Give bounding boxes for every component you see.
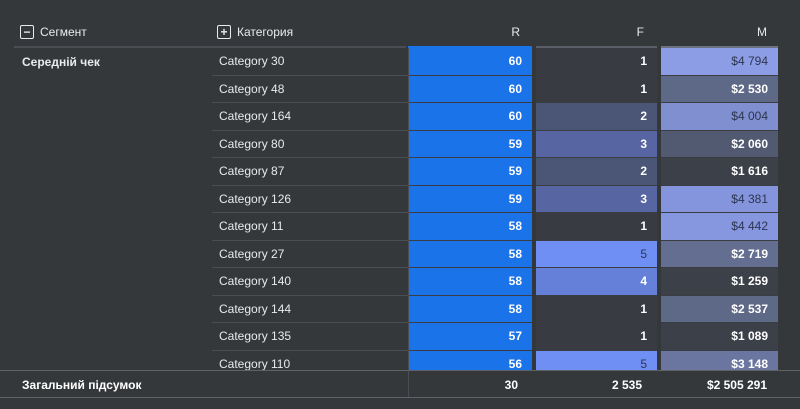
r-value-cell: 59 [408, 130, 532, 158]
m-value-cell: $4 794 [661, 48, 778, 76]
r-value-cell: 58 [408, 268, 532, 296]
f-value-cell: 2 [536, 103, 657, 131]
grand-total-f: 2 535 [611, 378, 642, 392]
m-value-cell: $1 616 [661, 158, 778, 186]
table-row[interactable]: Category 11 58 1 $4 442 [0, 213, 800, 241]
segment-header-label[interactable]: Сегмент [40, 25, 87, 39]
f-value-cell: 3 [536, 185, 657, 213]
r-value-cell: 60 [408, 103, 532, 131]
r-column-header[interactable]: R [511, 25, 520, 39]
grand-total-r: 30 [504, 378, 518, 392]
category-cell: Category 30 [212, 48, 408, 76]
m-value-cell: $4 442 [661, 213, 778, 241]
f-value-cell: 1 [536, 213, 657, 241]
m-column-header[interactable]: M [757, 25, 767, 39]
category-cell: Category 164 [212, 103, 408, 131]
grand-total-m: $2 505 291 [706, 378, 767, 392]
category-header-label[interactable]: Категория [237, 25, 294, 39]
table-row[interactable]: Category 80 59 3 $2 060 [0, 130, 800, 158]
r-value-cell: 57 [408, 323, 532, 351]
f-value-cell: 2 [536, 158, 657, 186]
table-row[interactable]: Category 110 56 5 $3 148 [0, 350, 800, 370]
m-value-cell: $4 004 [661, 103, 778, 131]
r-value-cell: 60 [408, 75, 532, 103]
table-row[interactable]: Category 164 60 2 $4 004 [0, 103, 800, 131]
m-value-cell: $2 537 [661, 295, 778, 323]
m-value-cell: $3 148 [661, 350, 778, 370]
column-divider [408, 48, 409, 397]
header-divider [14, 46, 406, 48]
grand-total-label: Загальний підсумок [22, 378, 142, 392]
table-row[interactable]: Category 27 58 5 $2 719 [0, 240, 800, 268]
f-column-header[interactable]: F [636, 25, 644, 39]
r-header-divider [408, 46, 532, 48]
grand-total-row: Загальний підсумок 30 2 535 $2 505 291 [0, 370, 800, 398]
table-header: − Сегмент + Категория R F M [0, 0, 800, 48]
r-value-cell: 59 [408, 185, 532, 213]
m-value-cell: $2 719 [661, 240, 778, 268]
r-value-cell: 58 [408, 240, 532, 268]
segment-cell: Середній чек [22, 55, 100, 69]
table-row[interactable]: Category 48 60 1 $2 530 [0, 75, 800, 103]
table-row[interactable]: Category 126 59 3 $4 381 [0, 185, 800, 213]
f-value-cell: 1 [536, 295, 657, 323]
m-value-cell: $2 060 [661, 130, 778, 158]
m-header-divider [661, 46, 778, 48]
category-cell: Category 48 [212, 76, 408, 103]
table-row[interactable]: Category 144 58 1 $2 537 [0, 295, 800, 323]
category-cell: Category 27 [212, 241, 408, 268]
f-value-cell: 4 [536, 268, 657, 296]
table-row[interactable]: Category 140 58 4 $1 259 [0, 268, 800, 296]
expand-toggle-icon[interactable]: + [217, 25, 231, 39]
r-value-cell: 58 [408, 213, 532, 241]
category-cell: Category 11 [212, 213, 408, 241]
table-row[interactable]: Category 135 57 1 $1 089 [0, 323, 800, 351]
m-value-cell: $1 089 [661, 323, 778, 351]
r-value-cell: 58 [408, 295, 532, 323]
category-cell: Category 80 [212, 131, 408, 158]
table-row[interactable]: Category 87 59 2 $1 616 [0, 158, 800, 186]
category-cell: Category 110 [212, 351, 408, 370]
r-value-cell: 59 [408, 158, 532, 186]
f-value-cell: 5 [536, 350, 657, 370]
m-value-cell: $4 381 [661, 185, 778, 213]
f-header-divider [536, 46, 657, 48]
f-value-cell: 5 [536, 240, 657, 268]
collapse-toggle-icon[interactable]: − [20, 25, 34, 39]
category-cell: Category 135 [212, 323, 408, 351]
f-value-cell: 1 [536, 48, 657, 76]
category-cell: Category 126 [212, 186, 408, 213]
segment-header: − Сегмент [20, 22, 200, 42]
category-header: + Категория [217, 22, 397, 42]
table-row[interactable]: Category 30 60 1 $4 794 [0, 48, 800, 76]
table-body[interactable]: Середній чек Category 30 60 1 $4 794 Categor… [0, 48, 800, 370]
f-value-cell: 1 [536, 323, 657, 351]
f-value-cell: 1 [536, 75, 657, 103]
f-value-cell: 3 [536, 130, 657, 158]
category-cell: Category 144 [212, 296, 408, 323]
category-cell: Category 87 [212, 158, 408, 186]
category-cell: Category 140 [212, 268, 408, 296]
m-value-cell: $2 530 [661, 75, 778, 103]
m-value-cell: $1 259 [661, 268, 778, 296]
r-value-cell: 60 [408, 48, 532, 76]
r-value-cell: 56 [408, 350, 532, 370]
